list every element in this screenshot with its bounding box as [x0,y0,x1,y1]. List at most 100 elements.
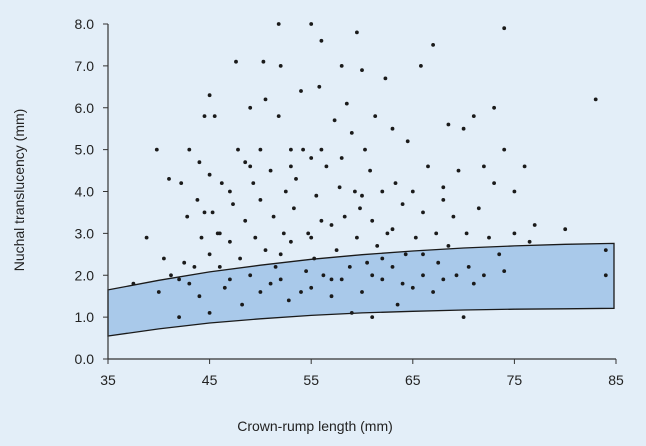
data-points-layer [131,22,608,319]
data-point [212,114,217,118]
data-point [268,281,273,286]
data-point [497,252,502,257]
data-point [349,131,354,135]
data-point [278,277,283,282]
data-point [319,38,324,43]
data-point [283,189,288,194]
x-tick-label: 75 [507,372,523,388]
data-point [299,290,303,294]
data-point [492,105,496,110]
data-point [228,239,232,244]
data-point [339,64,344,68]
data-point [390,265,395,269]
data-point [383,76,388,81]
data-point [405,139,410,144]
y-tick-label: 5.0 [75,142,95,158]
y-axis-title: Nuchal translucency (mm) [11,109,27,272]
data-point [487,235,491,240]
data-point [334,248,339,253]
data-point [301,147,305,152]
y-ticks: 0.0 1.0 2.0 3.0 4.0 5.0 6.0 7.0 8.0 [75,16,108,367]
data-point [339,156,344,160]
data-point [342,214,347,219]
data-point [332,118,337,123]
x-tick-label: 65 [405,372,421,388]
x-tick-label: 45 [202,372,218,388]
y-tick-label: 0.0 [75,351,95,367]
y-tick-label: 3.0 [75,225,95,241]
data-point [276,22,281,26]
data-point [360,290,364,294]
data-point [271,214,276,219]
data-point [365,260,369,265]
data-point [306,231,311,236]
data-point [210,210,215,215]
data-point [177,315,182,319]
data-point [403,252,408,257]
data-point [273,265,278,269]
data-point [258,198,263,202]
data-point [563,227,568,232]
data-point [319,147,324,152]
data-point [231,202,235,207]
data-point [360,193,364,198]
data-point [162,256,166,261]
data-point [512,231,517,236]
data-point [337,185,342,190]
data-point [441,185,446,190]
data-point [441,198,446,202]
data-point [294,177,298,181]
data-point [482,164,486,169]
data-point [258,147,263,152]
data-point [263,97,268,102]
data-point [527,239,532,244]
data-point [324,164,329,169]
data-point [217,231,222,236]
data-point [603,273,608,278]
data-point [410,285,415,290]
data-point [375,244,380,248]
data-point [347,265,352,269]
data-point [317,84,322,89]
x-axis-title: Crown-rump length (mm) [237,418,393,434]
y-tick-label: 2.0 [75,267,95,283]
data-point [471,281,476,286]
x-ticks: 35 45 55 65 75 85 [100,359,624,388]
data-point [464,231,469,236]
data-point [329,294,334,299]
x-tick-label: 85 [608,372,624,388]
data-point [314,193,319,198]
data-point [309,285,314,290]
data-point [197,294,202,299]
data-point [380,189,385,194]
data-point [385,231,390,236]
y-tick-label: 8.0 [75,16,95,32]
data-point [179,181,184,186]
data-point [492,181,496,186]
data-point [309,22,314,26]
data-point [393,181,398,186]
data-point [261,59,266,64]
data-point [395,302,400,307]
data-point [281,231,286,236]
data-point [434,231,439,236]
data-point [446,122,451,127]
data-point [169,273,173,278]
data-point [309,156,314,160]
data-point [471,114,476,118]
data-point [312,256,317,261]
data-point [456,168,461,173]
data-point [329,277,334,282]
y-tick-label: 1.0 [75,309,95,325]
data-point [370,315,375,319]
data-point [199,235,204,240]
data-point [292,206,296,211]
data-point [248,273,253,278]
data-point [240,302,245,307]
data-point [476,206,481,211]
data-point [421,252,425,257]
data-point [603,248,608,253]
data-point [156,290,161,294]
y-tick-label: 4.0 [75,184,95,200]
data-point [299,89,303,93]
